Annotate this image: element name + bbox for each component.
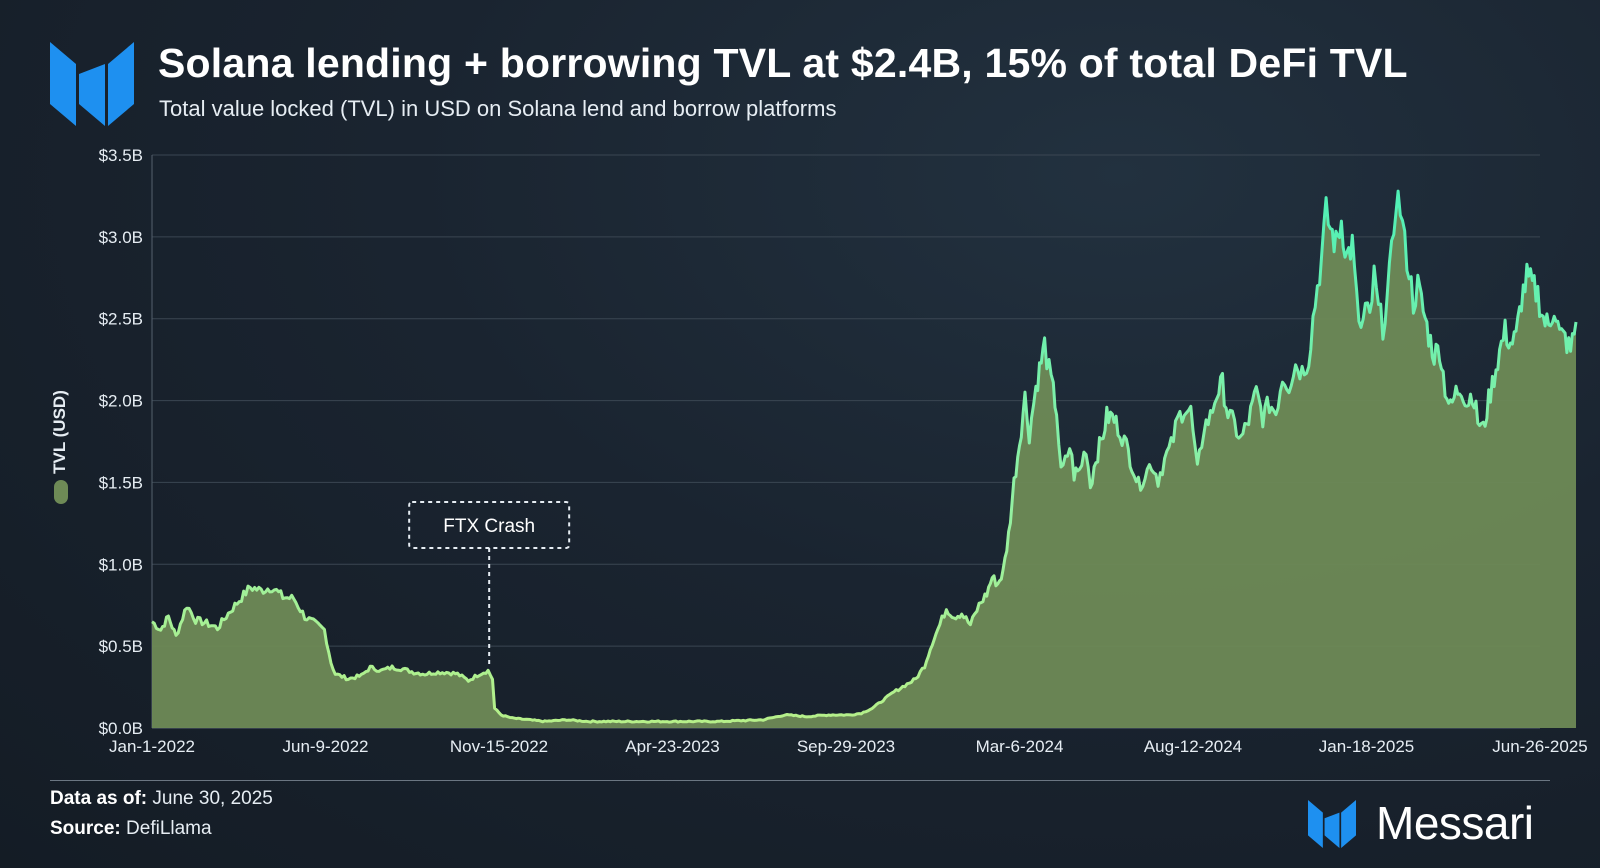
- x-tick-label: Jan-1-2022: [109, 737, 195, 756]
- source-label: Source:: [50, 818, 121, 839]
- annotation-box: [408, 501, 571, 549]
- x-tick-label: Jan-18-2025: [1319, 737, 1414, 756]
- chart-subtitle: Total value locked (TVL) in USD on Solan…: [159, 96, 837, 121]
- annotation-label: FTX Crash: [443, 516, 535, 537]
- y-tick-label: $0.0B: [99, 719, 143, 738]
- logo-right-bar: [108, 42, 134, 126]
- source: Source: DefiLlama: [50, 818, 212, 840]
- legend-swatch: [54, 480, 68, 504]
- x-tick-label: Jun-9-2022: [282, 737, 368, 756]
- messari-logo-icon: [50, 42, 134, 126]
- y-tick-label: $0.5B: [99, 637, 143, 656]
- y-tick-label: $1.5B: [99, 473, 143, 492]
- logo-left-bar: [50, 42, 76, 126]
- y-axis-label-group: TVL (USD): [46, 370, 76, 510]
- y-tick-label: $1.0B: [99, 555, 143, 574]
- source-value: DefiLlama: [126, 818, 212, 839]
- x-tick-label: Apr-23-2023: [625, 737, 720, 756]
- logo-mid-bar: [79, 64, 105, 126]
- y-tick-label: $2.0B: [99, 392, 143, 411]
- x-tick-label: Sep-29-2023: [797, 737, 895, 756]
- x-tick-label: Jun-26-2025: [1492, 737, 1587, 756]
- data-as-of-label: Data as of:: [50, 788, 148, 809]
- tvl-area-fill: [152, 191, 1576, 729]
- chart-title: Solana lending + borrowing TVL at $2.4B,…: [158, 40, 1408, 86]
- y-tick-label: $3.0B: [99, 228, 143, 247]
- footer-divider: [50, 780, 1550, 781]
- messari-brand-icon: [1308, 800, 1356, 848]
- x-tick-labels: Jan-1-2022 Jun-9-2022 Nov-15-2022 Apr-23-20…: [109, 737, 1588, 756]
- y-tick-label: $3.5B: [99, 146, 143, 165]
- brand-name: Messari: [1376, 797, 1534, 849]
- x-tick-label: Mar-6-2024: [976, 737, 1064, 756]
- y-tick-labels: $0.0B $0.5B $1.0B $1.5B $2.0B $2.5B $3.0B $3.5B: [99, 146, 143, 738]
- messari-brand: Messari: [1308, 797, 1568, 852]
- data-as-of-value: June 30, 2025: [152, 788, 273, 809]
- tvl-series-line: [151, 189, 1578, 724]
- y-tick-label: $2.5B: [99, 310, 143, 329]
- ftx-crash-annotation: FTX Crash: [408, 501, 571, 667]
- data-as-of: Data as of: June 30, 2025: [50, 788, 273, 810]
- x-tick-label: Aug-12-2024: [1144, 737, 1242, 756]
- x-tick-label: Nov-15-2022: [450, 737, 548, 756]
